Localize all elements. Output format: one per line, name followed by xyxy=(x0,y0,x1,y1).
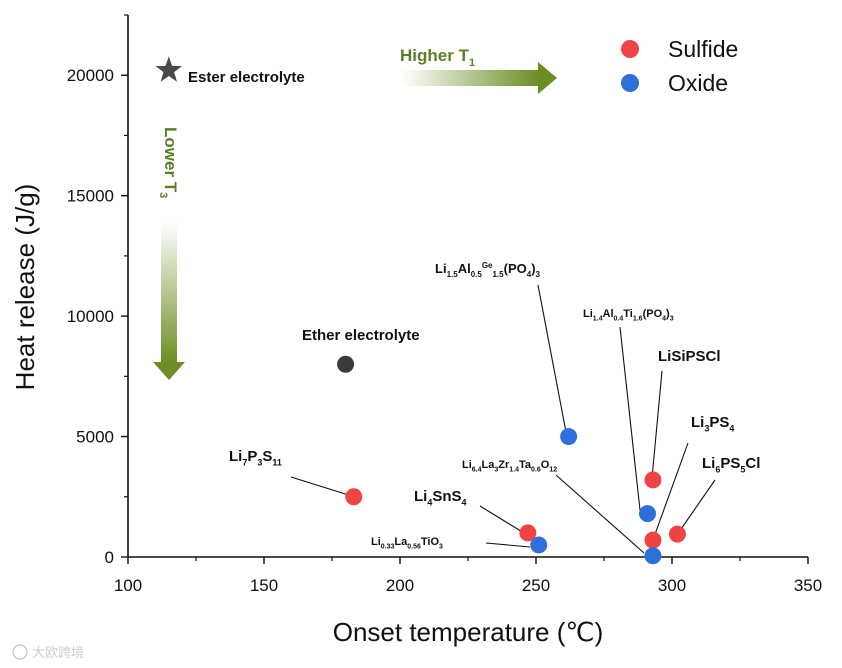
x-axis-title: Onset temperature (℃) xyxy=(333,617,604,647)
oxide-point xyxy=(530,536,548,554)
legend: Sulfide Oxide xyxy=(621,36,738,96)
lower-t3-label: Lower T3 xyxy=(157,127,180,198)
y-tick-label: 15000 xyxy=(67,187,114,206)
legend-sulfide-label: Sulfide xyxy=(668,36,738,62)
oxide-point-label: Li0.33La0.56TiO3 xyxy=(371,536,443,550)
oxide-point xyxy=(644,547,662,565)
y-tick-label: 10000 xyxy=(67,307,114,326)
x-tick-label: 250 xyxy=(522,576,550,595)
leader-line xyxy=(653,442,689,538)
legend-oxide-marker xyxy=(621,74,639,92)
x-tick-label: 200 xyxy=(386,576,414,595)
ester-electrolyte-star-marker xyxy=(155,56,183,82)
ether-electrolyte-point-label: Ether electrolyte xyxy=(302,327,420,344)
point-labels: Li7P3S11 Li4SnS4 LiSiPSCl Li3PS4 Li6PS5Cl Li1… xyxy=(188,69,760,550)
sulfide-point-label: LiSiPSCl xyxy=(658,348,721,365)
lower-t3-arrow: Lower T3 xyxy=(153,127,185,380)
y-axis-title: Heat release (J/g) xyxy=(10,184,40,391)
higher-t1-arrow: Higher T1 xyxy=(400,46,557,94)
leader-line xyxy=(290,476,356,498)
sulfide-point-label: Li7P3S11 xyxy=(229,448,282,468)
x-tick-label: 150 xyxy=(250,576,278,595)
sulfide-point xyxy=(345,488,363,506)
sulfide-point-label: Li3PS4 xyxy=(691,414,734,434)
oxide-point xyxy=(560,428,578,446)
watermark: 大欧跨境 xyxy=(12,644,84,661)
leader-lines xyxy=(290,284,716,554)
leader-line xyxy=(537,284,567,433)
lower-t3-arrow-body xyxy=(161,222,177,363)
axes xyxy=(127,15,808,558)
ether-electrolyte-point xyxy=(337,355,355,373)
oxide-point-label: Li6.4La3Zr1.4Ta0.6O12 xyxy=(462,459,557,473)
leader-line xyxy=(485,542,531,548)
lower-t3-arrow-head xyxy=(153,362,185,380)
leader-line xyxy=(555,474,645,554)
oxide-point-label: Li1.4Al0.4Ti1.6(PO4)3 xyxy=(583,308,674,322)
leader-line xyxy=(651,370,663,479)
sulfide-point xyxy=(668,525,686,543)
sulfide-point xyxy=(644,471,662,489)
ester-electrolyte-point-label: Ester electrolyte xyxy=(188,69,305,86)
watermark-text: 大欧跨境 xyxy=(32,646,84,661)
legend-oxide-label: Oxide xyxy=(668,70,728,96)
sulfide-point-label: Li4SnS4 xyxy=(414,488,467,508)
leader-line xyxy=(619,326,641,511)
oxide-point xyxy=(639,505,657,523)
x-tick-label: 100 xyxy=(114,576,142,595)
higher-t1-arrow-body xyxy=(402,70,539,86)
tick-marks xyxy=(121,14,809,564)
data-points xyxy=(155,56,686,565)
sulfide-point xyxy=(519,524,537,542)
higher-t1-label: Higher T1 xyxy=(400,46,475,69)
sulfide-point-label: Li6PS5Cl xyxy=(702,455,760,475)
sulfide-point xyxy=(644,531,662,549)
x-tick-label: 350 xyxy=(794,576,822,595)
legend-sulfide-marker xyxy=(621,40,639,58)
leader-line xyxy=(479,505,525,534)
y-tick-label: 0 xyxy=(105,548,114,567)
y-tick-label: 5000 xyxy=(76,428,114,447)
tick-labels: 100 150 200 250 300 350 0 5000 10000 15000 20000 xyxy=(67,66,822,595)
leader-line xyxy=(678,479,716,533)
y-tick-label: 20000 xyxy=(67,66,114,85)
oxide-point-label: Li1.5Al0.5Ge1.5(PO4)3 xyxy=(435,261,541,279)
higher-t1-arrow-head xyxy=(538,62,557,94)
watermark-logo-icon xyxy=(12,644,28,660)
x-tick-label: 300 xyxy=(658,576,686,595)
